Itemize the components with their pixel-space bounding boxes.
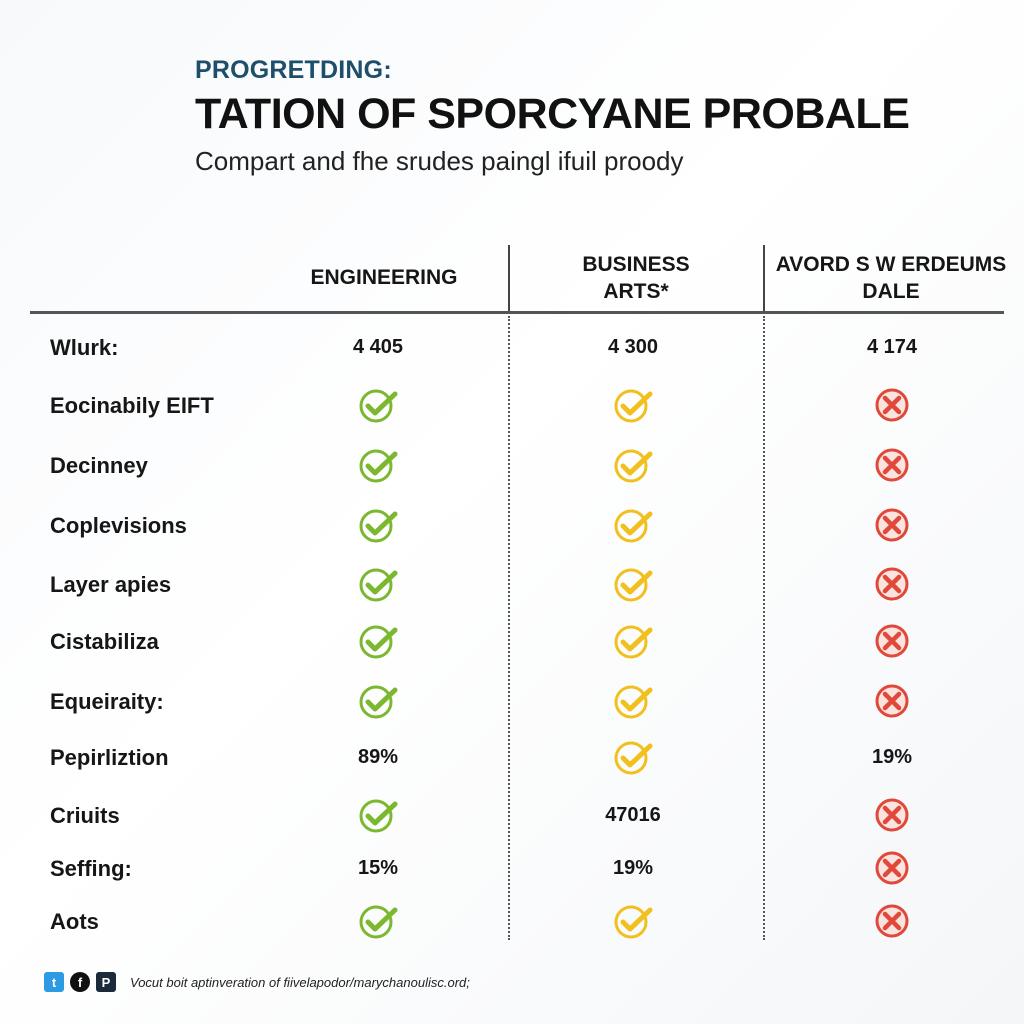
check-icon: [568, 737, 698, 777]
row-label: Pepirliztion: [50, 745, 169, 770]
cross-icon: [827, 848, 957, 888]
check-icon: [568, 445, 698, 485]
column-header-2: BUSINESS ARTS*: [510, 245, 762, 310]
cross-icon: [827, 385, 957, 425]
check-icon: [313, 564, 443, 604]
row-label: Decinney: [50, 453, 148, 478]
column-header-1: ENGINEERING: [260, 245, 508, 310]
cell-value: 47016: [605, 803, 661, 826]
check-icon: [313, 795, 443, 835]
column-header-3-label: AVORD S W ERDEUMS DALE: [775, 252, 1007, 303]
row-label: Coplevisions: [50, 513, 187, 538]
row-label: Aots: [50, 909, 99, 934]
cross-icon: [827, 445, 957, 485]
pinterest-icon[interactable]: P: [96, 972, 116, 992]
cross-icon: [827, 901, 957, 941]
kicker-label: PROGRETDING:: [195, 56, 392, 84]
cross-icon: [827, 564, 957, 604]
check-icon: [313, 445, 443, 485]
cell-value: 19%: [612, 856, 654, 879]
check-icon: [568, 621, 698, 661]
cell-value: 15%: [357, 856, 399, 879]
twitter-icon[interactable]: t: [44, 972, 64, 992]
row-label: Cistabiliza: [50, 629, 159, 654]
cell-value: 89%: [357, 745, 399, 768]
check-icon: [313, 385, 443, 425]
cell-value: 4 300: [607, 335, 659, 358]
column-header-2-label: BUSINESS ARTS*: [582, 252, 690, 303]
check-icon: [568, 901, 698, 941]
header-underline: [30, 311, 1004, 314]
cell-value: 4 174: [866, 335, 918, 358]
page-title: TATION OF SPORCYANE PROBALE: [195, 90, 910, 138]
row-label: Wlurk:: [50, 335, 119, 360]
page-subtitle: Compart and fhe srudes paingl ifuil proo…: [195, 146, 684, 176]
header-divider-1: [508, 245, 510, 311]
check-icon: [313, 621, 443, 661]
cross-icon: [827, 681, 957, 721]
column-divider-1: [508, 316, 510, 940]
check-icon: [568, 505, 698, 545]
check-icon: [313, 505, 443, 545]
cross-icon: [827, 795, 957, 835]
row-label: Layer apies: [50, 572, 172, 597]
check-icon: [568, 564, 698, 604]
cell-value: 4 405: [352, 335, 404, 358]
cross-icon: [827, 505, 957, 545]
facebook-icon[interactable]: f: [70, 972, 90, 992]
cell-value: 19%: [871, 745, 913, 768]
check-icon: [313, 901, 443, 941]
row-label: Criuits: [50, 803, 120, 828]
footer-text: Vocut boit aptinveration of fiivelapodor…: [130, 974, 470, 990]
row-label: Eocinabily EIFT: [50, 393, 214, 418]
column-header-1-label: ENGINEERING: [310, 266, 458, 289]
row-label: Equeiraity:: [50, 689, 164, 714]
column-divider-2: [763, 316, 765, 940]
check-icon: [313, 681, 443, 721]
cross-icon: [827, 621, 957, 661]
check-icon: [568, 385, 698, 425]
column-header-3: AVORD S W ERDEUMS DALE: [766, 245, 1016, 310]
footer: t f P Vocut boit aptinveration of fiivel…: [44, 972, 470, 992]
check-icon: [568, 681, 698, 721]
header-divider-2: [763, 245, 765, 311]
row-label: Seffing:: [50, 856, 132, 881]
